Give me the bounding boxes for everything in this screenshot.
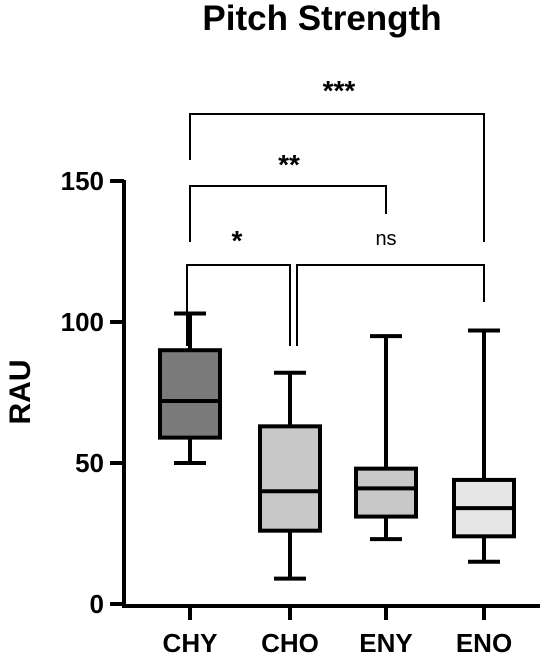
significance-bracket-chy-eno: *** [189,75,485,242]
y-tick-label: 0 [90,589,104,619]
significance-label: ** [278,149,300,180]
significance-label: * [232,225,243,256]
significance-brackets: * ns***** [186,75,485,346]
bracket-line [189,113,485,242]
box-plots [158,311,516,581]
x-category-label: ENO [456,628,512,658]
significance-label: *** [323,75,356,106]
iqr-box [354,466,418,519]
iqr-box [158,348,222,440]
y-tick-label: 150 [61,166,104,196]
significance-bracket-chy-cho: * [186,225,291,346]
y-tick-label: 100 [61,307,104,337]
y-axis-label: RAU [4,360,37,425]
significance-bracket-chy-eny: ** [189,149,387,242]
significance-bracket-cho-eno: ns [296,228,485,346]
y-ticks: 0 50 100 150 [61,166,124,619]
box-plot-cho [258,370,322,581]
y-tick-label: 50 [75,448,104,478]
bracket-line [296,264,485,346]
x-categories: CHY CHO ENY ENO [163,606,512,658]
x-category-label: CHO [261,628,319,658]
bracket-line [189,185,387,242]
chart-title: Pitch Strength [202,0,441,38]
box-plot-eny [354,334,418,542]
box-plot-eno [452,328,516,564]
significance-label: ns [375,228,396,250]
iqr-box [258,424,322,533]
x-category-label: ENY [359,628,412,658]
bracket-line [186,264,291,346]
x-category-label: CHY [163,628,218,658]
box-plot-chy [158,311,222,465]
